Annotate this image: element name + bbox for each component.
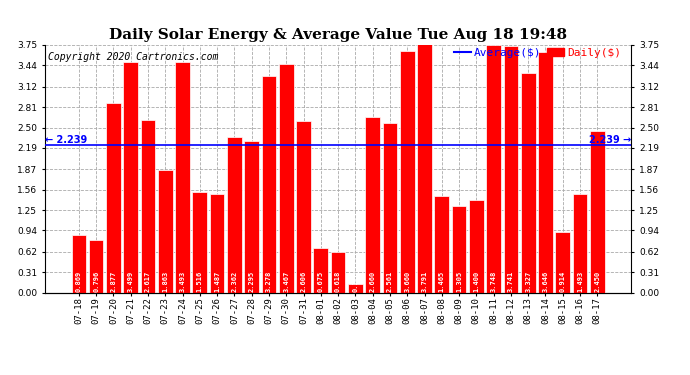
Text: 2.239 →: 2.239 →	[589, 135, 631, 145]
Text: 0.796: 0.796	[93, 271, 99, 292]
Text: 3.499: 3.499	[128, 271, 134, 292]
Bar	[72, 235, 86, 292]
Bar	[469, 200, 484, 292]
Text: 2.660: 2.660	[370, 271, 375, 292]
Text: 2.606: 2.606	[301, 271, 306, 292]
Text: 3.741: 3.741	[508, 271, 514, 292]
Bar	[124, 62, 138, 292]
Bar	[400, 51, 415, 292]
Text: 3.646: 3.646	[542, 271, 549, 292]
Bar	[555, 232, 570, 292]
Bar	[348, 284, 363, 292]
Text: 1.516: 1.516	[197, 271, 203, 292]
Text: 1.400: 1.400	[473, 271, 480, 292]
Text: 2.561: 2.561	[387, 271, 393, 292]
Bar	[573, 194, 587, 292]
Bar	[504, 46, 518, 292]
Text: ← 2.239: ← 2.239	[45, 135, 87, 145]
Text: 0.869: 0.869	[76, 271, 82, 292]
Bar	[521, 73, 535, 292]
Text: Copyright 2020 Cartronics.com: Copyright 2020 Cartronics.com	[48, 53, 218, 62]
Text: 1.493: 1.493	[577, 271, 583, 292]
Bar	[538, 52, 553, 292]
Text: 0.123: 0.123	[353, 271, 358, 292]
Text: 3.467: 3.467	[284, 271, 289, 292]
Bar	[331, 252, 346, 292]
Text: 0.675: 0.675	[318, 271, 324, 292]
Bar	[244, 141, 259, 292]
Text: 1.863: 1.863	[162, 271, 168, 292]
Bar	[89, 240, 104, 292]
Text: 3.748: 3.748	[491, 271, 497, 292]
Text: 2.617: 2.617	[145, 271, 151, 292]
Bar	[210, 194, 224, 292]
Bar	[417, 42, 432, 292]
Text: 3.278: 3.278	[266, 271, 272, 292]
Text: 3.791: 3.791	[422, 271, 428, 292]
Text: 2.450: 2.450	[594, 271, 600, 292]
Text: 2.877: 2.877	[110, 271, 117, 292]
Text: 0.618: 0.618	[335, 271, 341, 292]
Text: 1.465: 1.465	[439, 271, 445, 292]
Title: Daily Solar Energy & Average Value Tue Aug 18 19:48: Daily Solar Energy & Average Value Tue A…	[109, 28, 567, 42]
Bar	[365, 117, 380, 292]
Bar	[590, 131, 604, 292]
Text: 3.327: 3.327	[525, 271, 531, 292]
Text: 3.660: 3.660	[404, 271, 411, 292]
Text: 0.914: 0.914	[560, 271, 566, 292]
Legend: Average($), Daily($): Average($), Daily($)	[450, 43, 626, 62]
Bar	[452, 206, 466, 292]
Bar	[262, 76, 276, 292]
Bar	[158, 170, 172, 292]
Bar	[486, 45, 501, 292]
Bar	[435, 196, 449, 292]
Bar	[382, 123, 397, 292]
Bar	[193, 192, 207, 292]
Text: 3.493: 3.493	[179, 271, 186, 292]
Bar	[106, 103, 121, 292]
Bar	[296, 120, 311, 292]
Bar	[313, 248, 328, 292]
Bar	[141, 120, 155, 292]
Bar	[227, 136, 242, 292]
Bar	[279, 64, 294, 292]
Text: 1.305: 1.305	[456, 271, 462, 292]
Text: 2.362: 2.362	[231, 271, 237, 292]
Text: 2.295: 2.295	[248, 271, 255, 292]
Bar	[175, 62, 190, 292]
Text: 1.487: 1.487	[214, 271, 220, 292]
